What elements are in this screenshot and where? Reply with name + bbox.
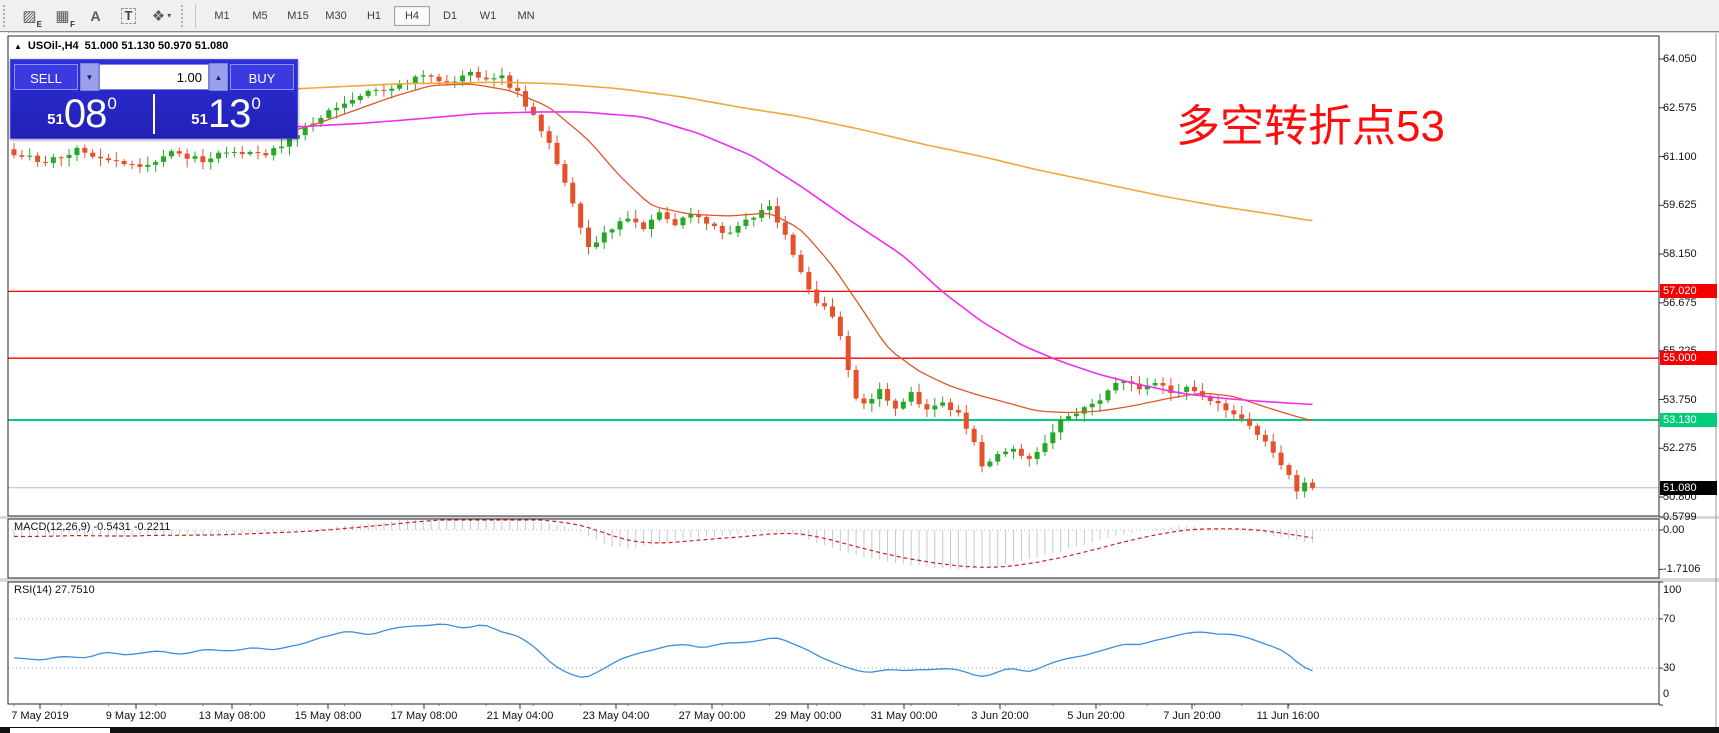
charts-e-icon-sub: E (36, 19, 42, 29)
level-price-badge: 57.020 (1660, 284, 1717, 299)
toolbar-separator (195, 3, 196, 28)
timeframe-button-H4[interactable]: H4 (394, 5, 430, 26)
rsi-axis-tick: 0 (1663, 688, 1670, 700)
timeframe-toolbar: M1 M5 M15 M30 H1 H4 D1 W1 MN (204, 5, 544, 26)
timeframe-button-MN[interactable]: MN (517, 9, 535, 22)
charts-e-icon[interactable]: ▨ E (22, 7, 42, 29)
collapse-arrow-icon[interactable]: ▲ (14, 41, 22, 51)
time-axis-label: 23 May 04:00 (582, 710, 650, 722)
text-box-icon[interactable]: T (114, 3, 143, 29)
time-axis-label: 29 May 00:00 (774, 710, 842, 722)
timeframe-button-D1[interactable]: D1 (442, 9, 458, 22)
window-bottom-edge (0, 727, 1719, 733)
toolbar: ▨ E ▦ F A T ❖ ▾ M1 M5 M15 M30 H1 H4 D1 W1 MN (0, 0, 1719, 32)
buy-price-big: 13 (207, 92, 251, 136)
timeframe-button-M15[interactable]: M15 (287, 9, 309, 22)
macd-axis-tick: 0.5799 (1663, 511, 1697, 523)
sell-price-prefix: 51 (47, 111, 64, 128)
volume-input[interactable] (99, 64, 209, 90)
time-axis-label: 3 Jun 20:00 (971, 710, 1029, 722)
macd-name: MACD(12,26,9) (14, 521, 91, 533)
time-axis-label: 27 May 00:00 (678, 710, 746, 722)
time-axis-label: 21 May 04:00 (486, 710, 554, 722)
time-axis-label: 17 May 08:00 (390, 710, 458, 722)
chart-annotation-text: 多空转折点53 (1176, 102, 1445, 151)
buy-price-sup: 0 (251, 94, 261, 113)
trade-panel-controls: SELL ▼ ▲ BUY (14, 63, 294, 91)
level-price-badge: 55.000 (1660, 351, 1717, 366)
timeframe-button-M30[interactable]: M30 (325, 9, 347, 22)
dropdown-caret-icon: ▾ (167, 11, 172, 20)
macd-indicator-label: MACD(12,26,9) -0.5431 -0.2211 (14, 521, 170, 533)
rsi-indicator-label: RSI(14) 27.7510 (14, 584, 95, 596)
rsi-axis-tick: 100 (1663, 584, 1682, 596)
sell-price-sup: 0 (107, 94, 117, 113)
time-axis-label: 5 Jun 20:00 (1067, 710, 1125, 722)
timeframe-button-W1[interactable]: W1 (479, 9, 497, 22)
price-axis-tick: 53.750 (1663, 393, 1697, 406)
time-axis-label: 9 May 12:00 (105, 710, 167, 722)
price-axis-tick: 52.275 (1663, 442, 1697, 455)
buy-price[interactable]: 51 13 0 (155, 92, 297, 136)
rsi-value: 27.7510 (54, 584, 95, 596)
time-axis-label: 7 May 2019 (11, 710, 69, 722)
macd-axis-tick: -1.7106 (1663, 563, 1701, 576)
macd-values: -0.5431 -0.2211 (93, 521, 171, 533)
current-price-badge: 51.080 (1660, 480, 1717, 495)
volume-increase-button[interactable]: ▲ (209, 63, 228, 91)
shapes-icon[interactable]: ❖ ▾ (151, 7, 172, 25)
volume-decrease-button[interactable]: ▼ (80, 63, 99, 91)
price-axis-tick: 59.625 (1663, 199, 1697, 212)
price-axis-tick: 64.050 (1663, 53, 1697, 65)
grid-f-icon[interactable]: ▦ F (55, 7, 75, 29)
price-axis-tick: 61.100 (1663, 150, 1697, 163)
timeframe-drag-handle[interactable] (181, 4, 188, 27)
price-axis-tick: 58.150 (1663, 248, 1697, 261)
symbol-title: USOil-,H4 (27, 40, 79, 52)
symbol-header: ▲ USOil-,H4 51.000 51.130 50.970 51.080 (14, 40, 228, 52)
sell-price[interactable]: 51 08 0 (11, 92, 153, 136)
time-axis-label: 7 Jun 20:00 (1163, 710, 1221, 722)
chart-tab-stub[interactable] (10, 728, 110, 733)
price-axis-tick: 62.575 (1663, 101, 1697, 114)
sell-button[interactable]: SELL (14, 64, 78, 90)
toolbar-icon-group: ▨ E ▦ F A T ❖ ▾ (13, 0, 178, 31)
level-price-badge: 53.130 (1660, 413, 1717, 427)
rsi-axis-tick: 70 (1663, 612, 1676, 625)
time-axis-label: 13 May 08:00 (198, 710, 266, 722)
symbol-ohlc: 51.000 51.130 50.970 51.080 (84, 40, 229, 52)
sell-price-big: 08 (63, 92, 107, 136)
quote-divider (153, 94, 155, 134)
buy-price-prefix: 51 (191, 111, 208, 128)
timeframe-button-H1[interactable]: H1 (366, 9, 382, 22)
grid-f-icon-sub: F (70, 19, 75, 29)
trade-panel-quotes: 51 08 0 51 13 0 (11, 92, 297, 136)
rsi-name: RSI(14) (14, 584, 52, 596)
macd-axis-tick: 0.00 (1663, 524, 1685, 536)
time-axis-label: 11 Jun 16:00 (1256, 710, 1320, 722)
text-label-icon[interactable]: A (90, 7, 101, 24)
time-axis-label: 31 May 00:00 (870, 710, 938, 722)
one-click-trading-panel: SELL ▼ ▲ BUY 51 08 0 51 13 0 (10, 59, 298, 139)
buy-button[interactable]: BUY (230, 64, 294, 90)
timeframe-button-M1[interactable]: M1 (214, 9, 230, 22)
rsi-axis-tick: 30 (1663, 662, 1676, 675)
timeframe-button-M5[interactable]: M5 (252, 9, 268, 22)
toolbar-drag-handle[interactable] (3, 4, 10, 27)
price-axis-tick: 56.675 (1663, 296, 1697, 309)
time-axis-label: 15 May 08:00 (294, 710, 362, 722)
